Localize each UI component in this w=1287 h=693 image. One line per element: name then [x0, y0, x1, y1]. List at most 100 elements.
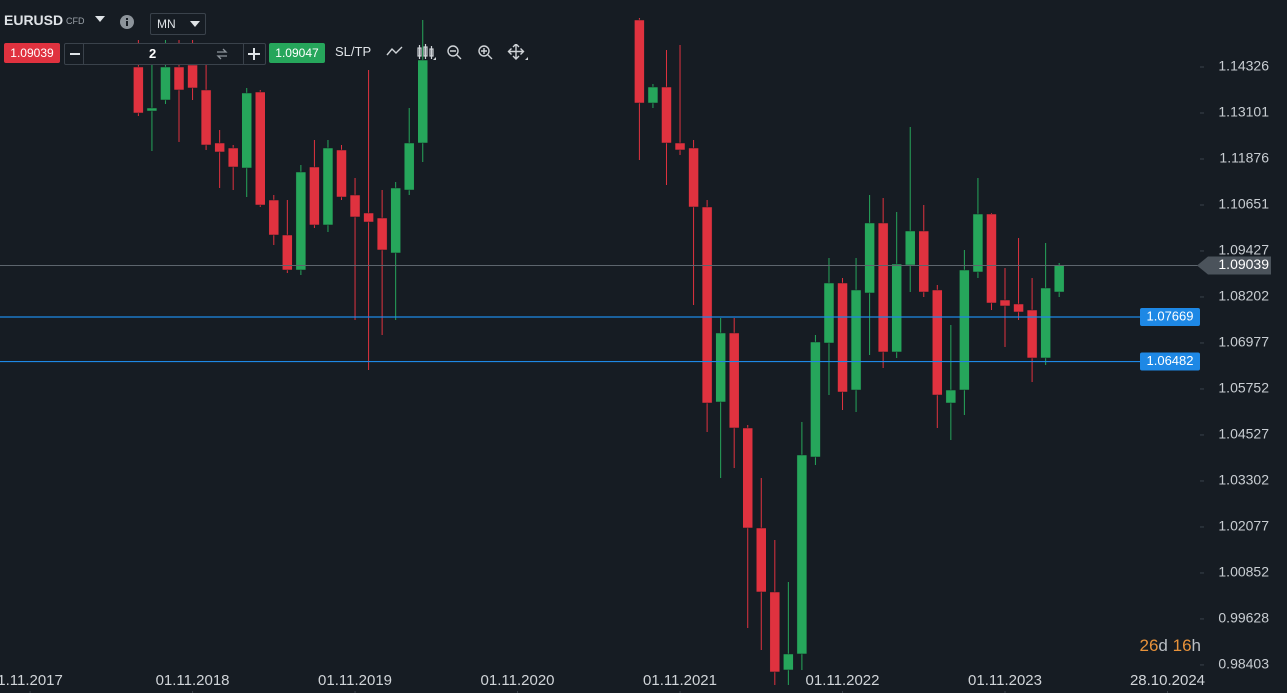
price-line-label: 1.06482	[1147, 353, 1194, 368]
timer-days: 26	[1139, 636, 1159, 655]
y-tick-label: 1.09427	[1218, 242, 1269, 258]
candle-body	[200, 89, 212, 146]
plus-button[interactable]	[248, 48, 260, 60]
x-tick-label: 01.11.2023	[968, 672, 1042, 689]
y-tick-label: 0.99628	[1218, 610, 1269, 626]
candle-body	[796, 454, 808, 655]
zoom-out[interactable]	[447, 45, 462, 60]
y-tick-label: 1.00852	[1218, 564, 1269, 580]
candle-body	[864, 222, 875, 294]
y-tick-label: 1.04527	[1218, 426, 1269, 442]
candle-body	[986, 213, 997, 304]
candle-body	[376, 217, 388, 251]
y-tick-label: 1.05752	[1218, 380, 1269, 396]
timeframe: MN	[157, 17, 176, 31]
candle-body	[1013, 303, 1024, 313]
chart-tools	[386, 44, 528, 60]
candle-body	[268, 199, 280, 236]
candle-body	[309, 166, 320, 226]
candle-icon[interactable]	[417, 44, 434, 59]
candle-body	[214, 142, 225, 153]
quantity[interactable]: 2	[149, 46, 157, 61]
minus-button[interactable]	[70, 53, 80, 55]
candle-body	[173, 66, 185, 91]
candle-body	[701, 206, 713, 404]
candle-body	[403, 142, 415, 191]
zoom-in[interactable]	[478, 45, 493, 60]
candle-body	[891, 263, 902, 353]
candle-body	[1040, 287, 1051, 359]
candle-body	[742, 427, 753, 529]
x-tick-label: 01.11.2021	[643, 672, 717, 689]
candle-body	[227, 147, 239, 168]
candle-body	[390, 187, 401, 254]
candle-body	[282, 234, 293, 271]
candle-body	[688, 147, 699, 208]
x-tick-label: 01.11.2020	[481, 672, 555, 689]
candle-body	[945, 389, 957, 404]
candle-body	[133, 66, 144, 114]
swap-icon[interactable]	[215, 48, 229, 60]
x-tick-label: 01.11.2022	[806, 672, 880, 689]
candle-body	[647, 86, 659, 104]
candle-body	[241, 92, 252, 169]
candle-body	[146, 107, 158, 112]
overlay: 1.14326 1.13101 1.11876 1.10651 1.09427 1.082…	[0, 58, 1271, 693]
x-tick-label: 28.10.2024	[1130, 672, 1205, 689]
symbol[interactable]: EURUSD	[4, 12, 64, 28]
candle-body	[904, 230, 916, 266]
info-icon[interactable]	[119, 14, 135, 30]
candle-body	[322, 147, 334, 226]
candle-body	[756, 527, 767, 593]
x-tick-label: 01.11.2019	[318, 672, 392, 689]
timer-days-unit: d	[1158, 636, 1168, 655]
candle-body	[187, 64, 198, 89]
y-tick-label: 1.08202	[1218, 288, 1269, 304]
candle-body	[160, 66, 171, 101]
candle-timer: 26d 16h	[1139, 636, 1201, 656]
x-tick-label: 01.11.2018	[156, 672, 230, 689]
candle-body	[810, 341, 821, 458]
candle-body	[932, 289, 943, 396]
candle-body	[255, 91, 266, 206]
y-tick-label: 1.02077	[1218, 518, 1269, 534]
y-tick-label: 1.06977	[1218, 334, 1269, 350]
buy-button[interactable]: 1.09047	[269, 43, 325, 63]
candle-body	[715, 332, 726, 403]
candle-body	[877, 222, 889, 353]
y-tick-label: 1.10651	[1218, 196, 1269, 212]
candle-body	[661, 86, 672, 144]
candle-body	[674, 142, 686, 151]
candle-body	[959, 269, 970, 391]
timer-hours: 16	[1172, 636, 1192, 655]
quantity-box: 2	[64, 43, 266, 65]
candle-body	[336, 149, 347, 198]
candle-body	[417, 59, 428, 144]
y-tick-label: 1.03302	[1218, 472, 1269, 488]
sell-button[interactable]: 1.09039	[4, 43, 60, 63]
y-tick-label: 1.13101	[1218, 104, 1269, 120]
timeframe-select[interactable]: MN	[150, 13, 206, 35]
candle-body	[634, 19, 645, 104]
candle-body	[972, 213, 984, 273]
candles	[133, 17, 1065, 685]
price-line-tag	[1140, 352, 1200, 371]
pan-tool[interactable]	[507, 44, 525, 60]
candle-body	[363, 212, 374, 223]
candle-body	[823, 282, 835, 344]
candle-body	[728, 332, 740, 429]
candle-body	[918, 230, 930, 293]
candle-body	[850, 289, 862, 391]
y-tick-label: 1.11876	[1219, 150, 1269, 166]
current-price-tag	[1197, 256, 1271, 275]
candle-body	[783, 653, 794, 671]
symbol-dropdown[interactable]	[94, 15, 106, 23]
timer-hours-unit: h	[1191, 636, 1201, 655]
x-tick-label: 1.11.2017	[0, 672, 63, 689]
line-chart-icon[interactable]	[386, 46, 403, 56]
sltp-button[interactable]: SL/TP	[335, 44, 372, 59]
current-price-label: 1.09039	[1218, 256, 1269, 272]
candle-body	[349, 194, 361, 218]
